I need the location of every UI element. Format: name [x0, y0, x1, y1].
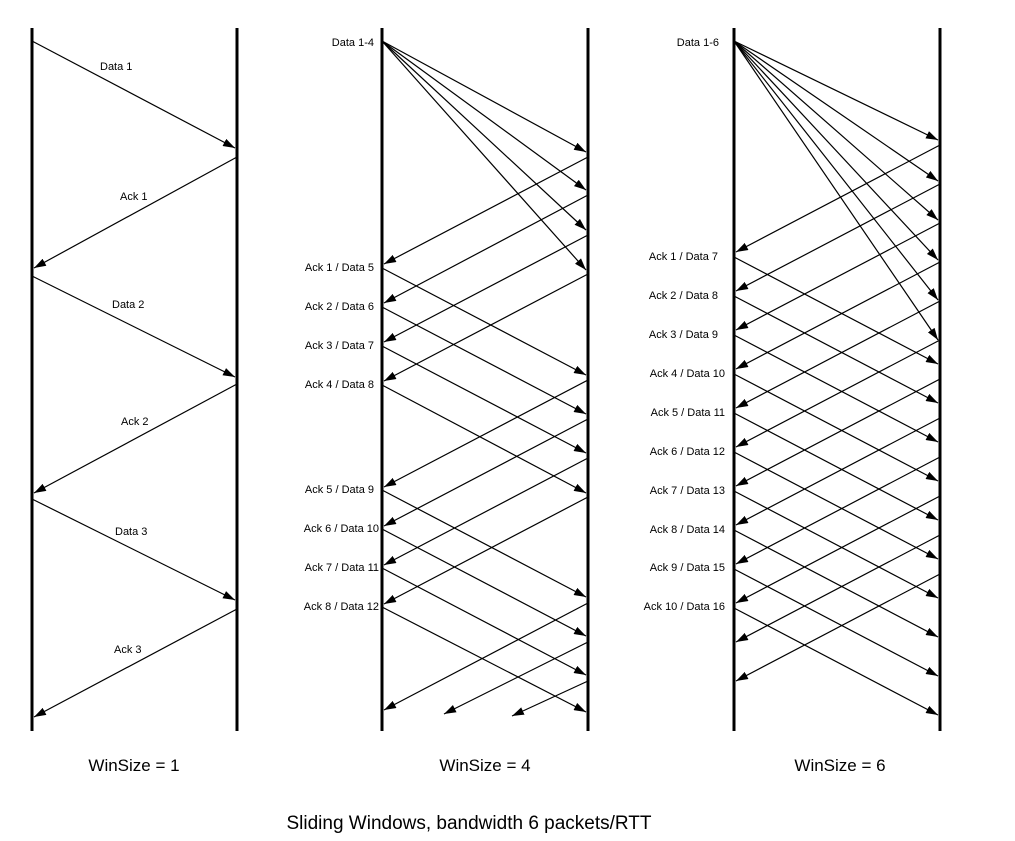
label-ack-1-data-7: Ack 1 / Data 7 [649, 251, 718, 263]
arrow-data-10 [733, 373, 939, 482]
arrow-data-4 [381, 40, 587, 271]
label-ack-6-data-10: Ack 6 / Data 10 [304, 523, 379, 535]
label-ack-8-data-12: Ack 8 / Data 12 [304, 601, 379, 613]
label-ack-9-data-15: Ack 9 / Data 15 [650, 562, 725, 574]
arrow-ack-7 [735, 378, 941, 487]
arrow-data-8 [733, 295, 939, 404]
label-ack-2: Ack 2 [121, 416, 149, 428]
arrow-data-11 [381, 567, 587, 676]
arrow-data-12 [733, 451, 939, 560]
label-ack-7-data-11: Ack 7 / Data 11 [305, 562, 379, 574]
label-ack-6-data-12: Ack 6 / Data 12 [650, 446, 725, 458]
arrow-data-3 [733, 40, 939, 221]
label-data-1: Data 1 [100, 61, 132, 73]
label-ack-4-data-10: Ack 4 / Data 10 [650, 368, 725, 380]
label-ack-5-data-11: Ack 5 / Data 11 [651, 407, 725, 419]
arrow-ack-2 [735, 183, 941, 292]
arrow-ack-3 [735, 222, 941, 331]
label-ack-2-data-8: Ack 2 / Data 8 [649, 290, 718, 302]
arrow-ack-1 [735, 144, 941, 253]
panel-winsize-1: Data 1 Ack 1 Data 2 Ack 2 Data 3 Ack 3 W… [30, 28, 239, 775]
label-ack-4-data-8: Ack 4 / Data 8 [305, 379, 374, 391]
diagram-title: Sliding Windows, bandwidth 6 packets/RTT [286, 813, 651, 834]
arrow-data-9 [733, 334, 939, 443]
arrow-ack-11 [735, 534, 941, 643]
arrow-data-11 [733, 412, 939, 521]
arrow-data-1 [733, 40, 939, 141]
label-ack-5-data-9: Ack 5 / Data 9 [305, 484, 374, 496]
arrow-ack-7 [383, 457, 589, 566]
label-ack-8-data-14: Ack 8 / Data 14 [650, 524, 725, 536]
arrow-ack-5 [735, 300, 941, 409]
arrow-data-12 [381, 606, 587, 713]
arrow-ack-6 [383, 418, 589, 527]
arrow-ack-8 [735, 417, 941, 526]
label-data-3: Data 3 [115, 526, 147, 538]
steady-state-arrows [733, 144, 941, 716]
arrow-data-3 [31, 498, 236, 601]
arrow-ack-2 [33, 383, 238, 494]
arrow-ack-2 [383, 194, 589, 304]
arrow-data-2 [381, 40, 587, 191]
label-ack-3-data-7: Ack 3 / Data 7 [305, 340, 374, 352]
arrow-ack-3 [383, 234, 589, 343]
panel-winsize-6: Data 1-6 Ack 1 / Data 7 Ack 2 / Data 8 A… [644, 28, 942, 775]
arrow-ack-11 [511, 680, 589, 717]
arrow-ack-9 [735, 456, 941, 565]
arrow-data-15 [733, 568, 939, 677]
label-ack-2-data-6: Ack 2 / Data 6 [305, 301, 374, 313]
label-ack-1: Ack 1 [120, 191, 148, 203]
arrow-ack-10 [443, 641, 589, 715]
arrow-data-5 [733, 40, 939, 301]
arrow-ack-4 [735, 261, 941, 370]
caption-winsize-6: WinSize = 6 [794, 756, 885, 775]
arrow-ack-6 [735, 339, 941, 448]
arrow-ack-1 [383, 156, 589, 265]
arrow-data-1 [381, 40, 587, 153]
arrow-data-2 [31, 275, 236, 378]
arrow-ack-12 [735, 573, 941, 682]
label-ack-3: Ack 3 [114, 644, 142, 656]
arrow-data-16 [733, 607, 939, 716]
arrow-data-9 [381, 489, 587, 598]
label-ack-3-data-9: Ack 3 / Data 9 [649, 329, 718, 341]
arrow-ack-10 [735, 495, 941, 604]
label-data-1-4: Data 1-4 [332, 37, 374, 49]
arrow-data-3 [381, 40, 587, 231]
arrow-data-10 [381, 528, 587, 637]
panel-winsize-4: Data 1-4 Ack 1 / Data 5 Ack 2 / Data 6 A… [304, 28, 590, 775]
arrow-data-5 [381, 267, 587, 376]
arrow-ack-5 [383, 379, 589, 488]
arrow-data-14 [733, 529, 939, 638]
label-ack-7-data-13: Ack 7 / Data 13 [650, 485, 725, 497]
arrow-data-6 [381, 306, 587, 415]
arrow-data-8 [381, 384, 587, 494]
arrow-ack-1 [33, 156, 238, 269]
caption-winsize-4: WinSize = 4 [439, 756, 530, 775]
label-ack-1-data-5: Ack 1 / Data 5 [305, 262, 374, 274]
arrow-data-4 [733, 40, 939, 261]
arrow-data-7 [733, 256, 939, 365]
arrow-ack-4 [383, 273, 589, 382]
label-data-1-6: Data 1-6 [677, 37, 719, 49]
caption-winsize-1: WinSize = 1 [88, 756, 179, 775]
arrow-data-2 [733, 40, 939, 182]
arrow-ack-8 [383, 496, 589, 605]
arrow-data-1 [31, 40, 236, 149]
arrow-data-6 [733, 40, 939, 341]
arrow-ack-3 [33, 608, 238, 718]
arrow-data-13 [733, 490, 939, 599]
label-ack-10-data-16: Ack 10 / Data 16 [644, 601, 725, 613]
arrow-data-7 [381, 345, 587, 454]
label-data-2: Data 2 [112, 299, 144, 311]
arrow-ack-9 [383, 602, 589, 711]
